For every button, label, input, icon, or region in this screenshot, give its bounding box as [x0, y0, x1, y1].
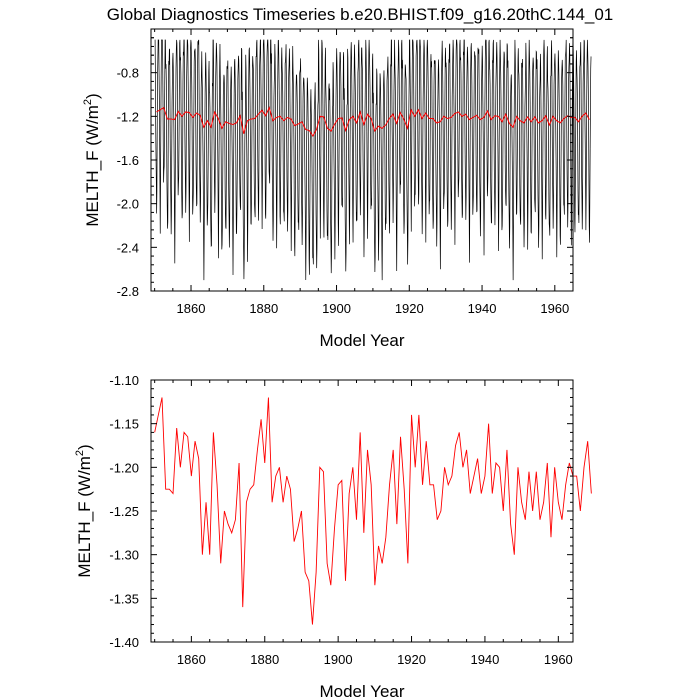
- bottom-panel: 1860 1880 1900 1920 1940 1960 -1.40 -1.35 -1.30 -…: [74, 373, 592, 700]
- bottom-xtick-label: 1920: [397, 652, 426, 667]
- top-panel: 1860 1880 1900 1920 1940 1960 -2.8 -2.4 -2.0 -1.6…: [82, 28, 592, 350]
- bottom-xtick-label: 1860: [177, 652, 206, 667]
- top-xtick-label: 1960: [540, 301, 569, 316]
- chart-title: Global Diagnostics Timeseries b.e20.BHIS…: [107, 5, 614, 24]
- top-annual-series-line: [156, 106, 590, 137]
- bottom-x-axis-label: Model Year: [319, 682, 404, 700]
- top-y-axis-label-close: ): [83, 93, 102, 99]
- top-ytick-label: -2.4: [117, 240, 139, 255]
- bottom-y-axis-label: MELTH_F (W/m2): [74, 444, 94, 577]
- bottom-xtick-label: 1960: [544, 652, 573, 667]
- top-xtick-label: 1920: [395, 301, 424, 316]
- bottom-plot-area: [154, 397, 592, 625]
- top-xtick-label: 1880: [249, 301, 278, 316]
- top-ticks: 1860 1880 1900 1920 1940 1960 -2.8 -2.4 -2.0 -1.6…: [117, 28, 574, 316]
- bottom-ytick-label: -1.40: [109, 635, 139, 650]
- bottom-y-axis-label-sup: 2: [74, 450, 86, 456]
- top-y-axis-label: MELTH_F (W/m2): [82, 93, 102, 226]
- bottom-y-axis-label-main: MELTH_F (W/m: [75, 456, 94, 578]
- bottom-annual-series-line: [154, 397, 592, 625]
- bottom-y-axis-label-close: ): [75, 444, 94, 450]
- bottom-ytick-label: -1.20: [109, 460, 139, 475]
- top-ytick-label: -2.8: [117, 284, 139, 299]
- bottom-ytick-label: -1.10: [109, 373, 139, 388]
- top-ytick-label: -2.0: [117, 197, 139, 212]
- top-ytick-label: -1.6: [117, 153, 139, 168]
- top-y-axis-label-main: MELTH_F (W/m: [83, 105, 102, 227]
- top-ytick-label: -0.8: [117, 66, 139, 81]
- top-ytick-label: -1.2: [117, 109, 139, 124]
- bottom-xtick-label: 1880: [250, 652, 279, 667]
- top-xtick-label: 1900: [322, 301, 351, 316]
- bottom-ytick-label: -1.35: [109, 591, 139, 606]
- bottom-ytick-label: -1.15: [109, 417, 139, 432]
- bottom-ticks: 1860 1880 1900 1920 1940 1960 -1.40 -1.35 -1.30 -…: [109, 373, 573, 667]
- top-x-axis-label: Model Year: [319, 331, 404, 350]
- top-y-axis-label-sup: 2: [82, 99, 94, 105]
- bottom-ytick-label: -1.30: [109, 548, 139, 563]
- top-xtick-label: 1860: [177, 301, 206, 316]
- bottom-xtick-label: 1940: [470, 652, 499, 667]
- top-xtick-label: 1940: [468, 301, 497, 316]
- top-monthly-series-line: [154, 39, 592, 281]
- bottom-xtick-label: 1900: [324, 652, 353, 667]
- bottom-ytick-label: -1.25: [109, 504, 139, 519]
- top-plot-area: [154, 39, 592, 281]
